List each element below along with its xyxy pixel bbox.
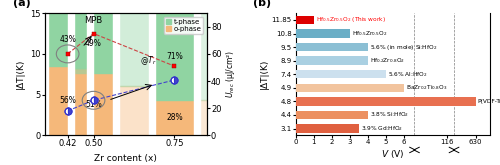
Text: 5.6% (in mole) Si:HfO$_2$: 5.6% (in mole) Si:HfO$_2$ [370,43,438,52]
Y-axis label: $U_{rec}$ (μJ/cm²): $U_{rec}$ (μJ/cm²) [224,50,237,98]
Text: 56%: 56% [59,96,76,105]
X-axis label: Zr content (x): Zr content (x) [94,154,158,163]
Text: 28%: 28% [166,113,183,122]
Text: (a): (a) [12,0,30,8]
Text: (b): (b) [253,0,271,8]
Bar [48,13,87,66]
X-axis label: $V$ (V): $V$ (V) [381,148,404,160]
Bar [42,13,48,135]
Bar [74,13,87,69]
Text: Hf$_{0.5}$Zr$_{0.5}$O$_2$ (This work): Hf$_{0.5}$Zr$_{0.5}$O$_2$ (This work) [316,16,386,24]
Text: 49%: 49% [85,39,102,48]
Text: Hf$_{0.5}$Zr$_{0.5}$O$_2$: Hf$_{0.5}$Zr$_{0.5}$O$_2$ [352,29,387,38]
Bar [296,111,368,119]
Bar [296,56,368,65]
Y-axis label: |ΔT|(K): |ΔT|(K) [260,59,268,89]
Bar [74,13,113,73]
Bar [74,73,113,135]
Bar [296,29,350,38]
Bar [194,13,207,100]
Bar [155,13,194,100]
Bar [296,16,314,24]
Text: BaZr$_{0.2}$Ti$_{0.8}$O$_3$: BaZr$_{0.2}$Ti$_{0.8}$O$_3$ [406,83,447,92]
Text: 71%: 71% [166,52,183,61]
Text: 3.9% Gd:HfO$_2$: 3.9% Gd:HfO$_2$ [361,124,403,133]
Text: 3.8% Si:HfO$_2$: 3.8% Si:HfO$_2$ [370,111,409,119]
Bar [296,124,358,133]
Bar [149,13,155,135]
Text: @$T_r$: @$T_r$ [140,54,157,67]
Bar [48,66,87,135]
Bar [113,86,155,135]
Bar [113,13,155,86]
Bar [296,84,404,92]
Text: 43%: 43% [59,35,76,44]
Text: 51%: 51% [85,100,102,109]
Bar [194,13,200,135]
Bar [87,13,93,135]
Bar [155,100,194,135]
Bar [296,97,476,106]
Bar [113,13,119,135]
Bar [296,43,368,51]
Text: P(VDF-TrFE-CFE): P(VDF-TrFE-CFE) [478,99,500,104]
Legend: t-phase, o-phase: t-phase, o-phase [164,17,203,34]
Bar [45,13,48,135]
Text: MPB: MPB [84,16,102,25]
Bar [296,70,386,78]
Y-axis label: |ΔT|(K): |ΔT|(K) [16,59,25,89]
Bar [74,69,87,135]
Bar [68,13,74,135]
Text: 5.6% Al:HfO$_2$: 5.6% Al:HfO$_2$ [388,70,428,79]
Bar [45,13,48,66]
Text: Hf$_{0.2}$Zr$_{0.8}$O$_2$: Hf$_{0.2}$Zr$_{0.8}$O$_2$ [370,56,405,65]
Bar [194,100,207,135]
